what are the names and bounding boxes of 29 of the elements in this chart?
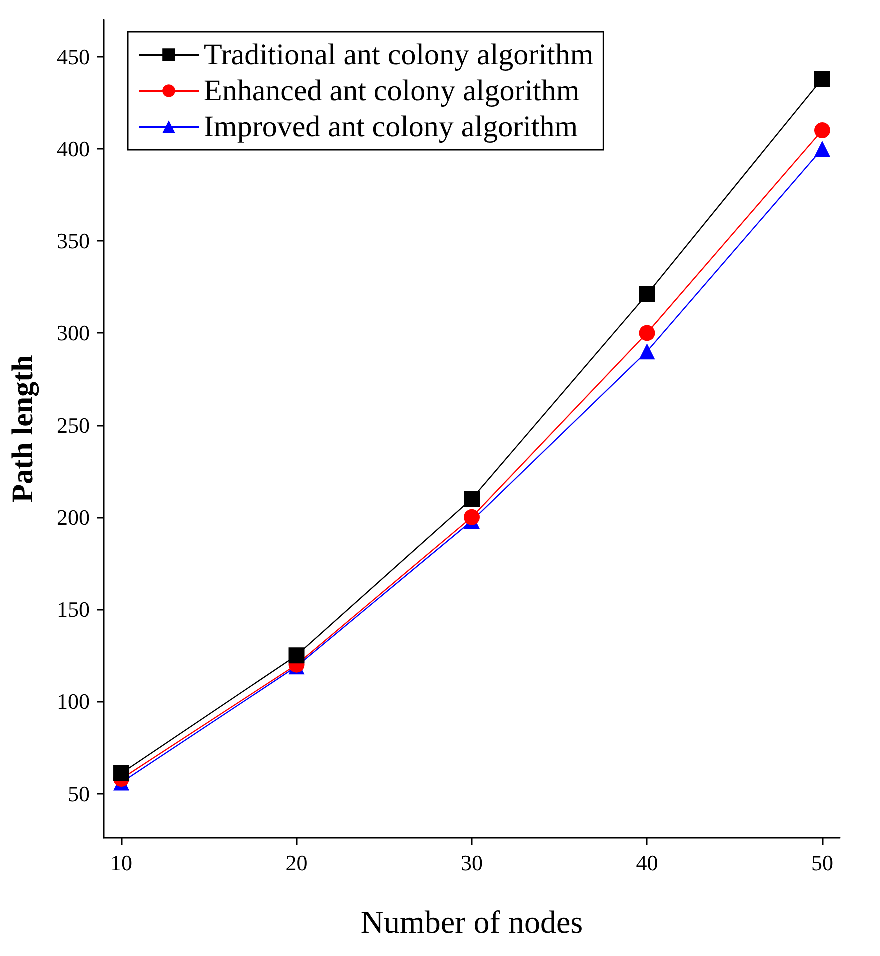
y-tick-label: 250 (57, 412, 90, 438)
y-tick-label: 350 (57, 228, 90, 254)
point (814, 122, 830, 139)
point (639, 344, 656, 360)
y-tick-label: 150 (57, 597, 90, 622)
point (814, 70, 830, 87)
legend-label: Traditional ant colony algorithm (204, 38, 594, 72)
y-axis-title: Path length (6, 354, 40, 503)
y-tick-label: 300 (57, 320, 90, 346)
point (464, 509, 480, 526)
point (114, 766, 130, 782)
y-tick-label: 50 (68, 781, 90, 806)
point (639, 325, 656, 342)
point (814, 140, 830, 157)
x-tick-label: 20 (286, 850, 308, 876)
x-axis-title: Number of nodes (360, 904, 584, 940)
y-tick-label: 400 (57, 136, 90, 162)
y-tick-label: 450 (57, 44, 90, 70)
y-tick-label: 200 (57, 504, 90, 530)
point (464, 491, 480, 508)
x-tick-label: 50 (811, 850, 834, 876)
x-tick-label: 10 (110, 850, 133, 876)
y-tick-label: 100 (57, 689, 90, 714)
x-tick-label: 40 (636, 850, 658, 876)
x-tick-label: 30 (461, 850, 483, 876)
legend-label: Enhanced ant colony algorithm (204, 74, 580, 108)
legend-label: Improved ant colony algorithm (204, 110, 578, 144)
point (288, 648, 305, 664)
point (639, 286, 656, 303)
